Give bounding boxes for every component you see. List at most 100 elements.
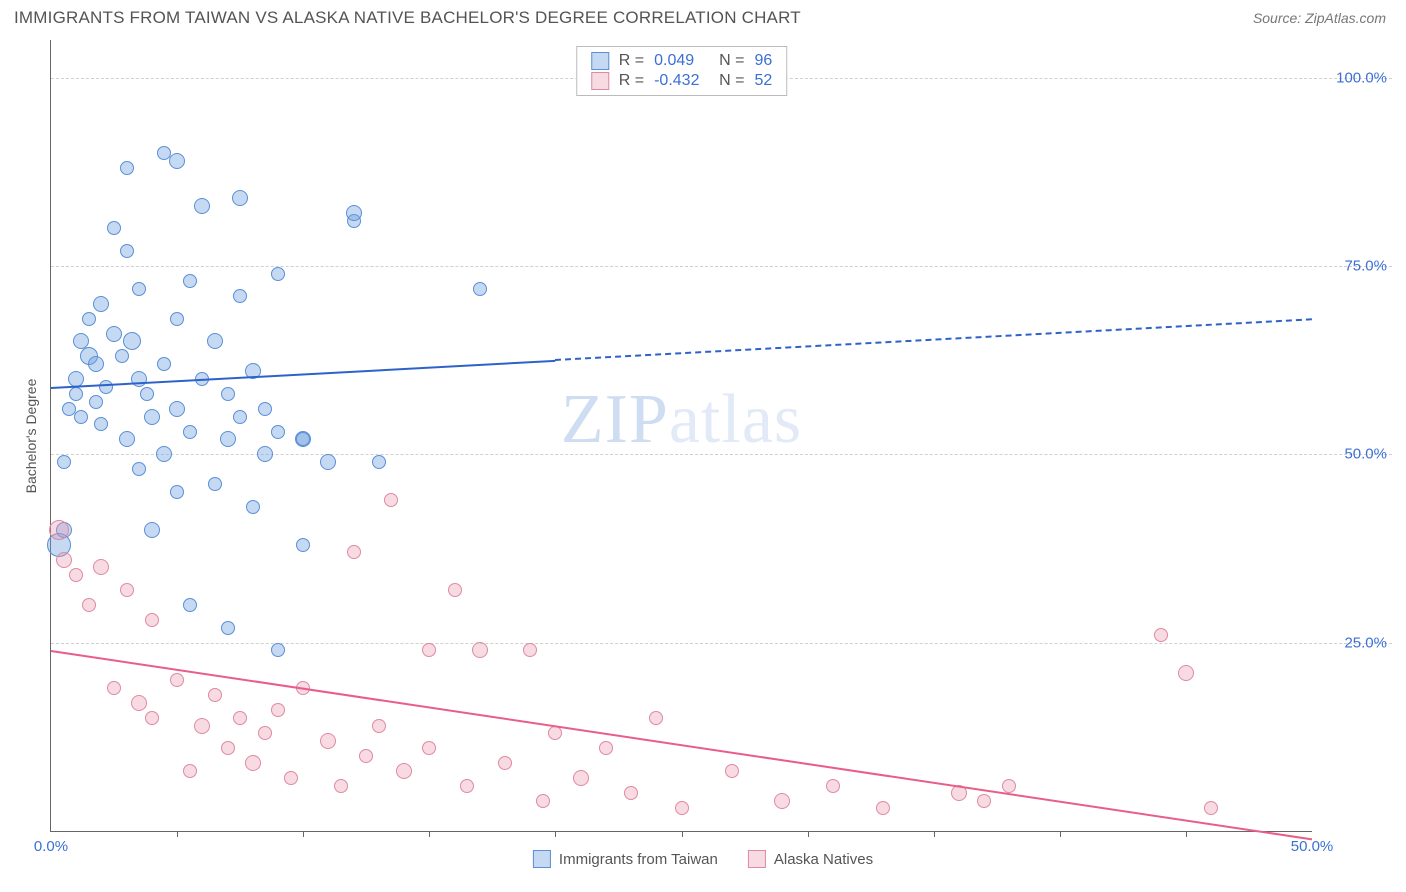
data-point — [246, 500, 260, 514]
data-point — [977, 794, 991, 808]
data-point — [57, 455, 71, 469]
data-point — [536, 794, 550, 808]
data-point — [183, 274, 197, 288]
data-point — [208, 477, 222, 491]
data-point — [170, 673, 184, 687]
data-point — [346, 205, 362, 221]
n-value-1: 52 — [754, 72, 772, 90]
data-point — [221, 741, 235, 755]
data-point — [1002, 779, 1016, 793]
r-label: R = — [619, 72, 644, 90]
data-point — [183, 764, 197, 778]
trendline — [51, 359, 556, 388]
xtick-mark — [808, 831, 809, 837]
data-point — [422, 741, 436, 755]
data-point — [320, 454, 336, 470]
data-point — [876, 801, 890, 815]
data-point — [74, 410, 88, 424]
data-point — [106, 326, 122, 342]
xtick-mark — [555, 831, 556, 837]
xtick-mark — [429, 831, 430, 837]
data-point — [99, 380, 113, 394]
data-point — [132, 282, 146, 296]
data-point — [257, 446, 273, 462]
data-point — [245, 755, 261, 771]
xtick-mark — [303, 831, 304, 837]
xtick-label: 0.0% — [34, 838, 68, 855]
data-point — [107, 681, 121, 695]
data-point — [472, 642, 488, 658]
r-value-1: -0.432 — [654, 72, 709, 90]
data-point — [725, 764, 739, 778]
legend-item-0: Immigrants from Taiwan — [533, 850, 718, 868]
data-point — [107, 221, 121, 235]
gridline — [51, 643, 1392, 644]
data-point — [93, 296, 109, 312]
data-point — [774, 793, 790, 809]
data-point — [1204, 801, 1218, 815]
data-point — [573, 770, 589, 786]
data-point — [649, 711, 663, 725]
data-point — [132, 462, 146, 476]
legend-row-1: R = -0.432 N = 52 — [591, 71, 772, 91]
data-point — [220, 431, 236, 447]
xtick-label: 50.0% — [1291, 838, 1334, 855]
data-point — [144, 522, 160, 538]
legend-swatch-0 — [591, 52, 609, 70]
legend-label-0: Immigrants from Taiwan — [559, 851, 718, 868]
correlation-legend: R = 0.049 N = 96 R = -0.432 N = 52 — [576, 46, 787, 96]
data-point — [120, 161, 134, 175]
data-point — [82, 312, 96, 326]
data-point — [221, 387, 235, 401]
data-point — [169, 401, 185, 417]
data-point — [271, 703, 285, 717]
data-point — [194, 198, 210, 214]
data-point — [675, 801, 689, 815]
trendline — [555, 319, 1312, 362]
data-point — [396, 763, 412, 779]
legend-item-1: Alaska Natives — [748, 850, 873, 868]
data-point — [320, 733, 336, 749]
data-point — [156, 446, 172, 462]
data-point — [384, 493, 398, 507]
data-point — [347, 545, 361, 559]
data-point — [170, 485, 184, 499]
data-point — [233, 410, 247, 424]
r-value-0: 0.049 — [654, 52, 709, 70]
data-point — [82, 598, 96, 612]
plot-area: Bachelor's Degree ZIPatlas R = 0.049 N =… — [50, 40, 1312, 832]
xtick-mark — [177, 831, 178, 837]
data-point — [233, 289, 247, 303]
data-point — [131, 695, 147, 711]
data-point — [233, 711, 247, 725]
data-point — [131, 371, 147, 387]
data-point — [89, 395, 103, 409]
xtick-mark — [1060, 831, 1061, 837]
data-point — [69, 387, 83, 401]
data-point — [271, 267, 285, 281]
data-point — [473, 282, 487, 296]
xtick-mark — [1186, 831, 1187, 837]
data-point — [258, 402, 272, 416]
data-point — [145, 711, 159, 725]
ytick-label: 50.0% — [1344, 446, 1387, 463]
xtick-mark — [934, 831, 935, 837]
data-point — [334, 779, 348, 793]
data-point — [183, 598, 197, 612]
watermark: ZIPatlas — [561, 380, 802, 460]
data-point — [94, 417, 108, 431]
gridline — [51, 266, 1392, 267]
data-point — [120, 244, 134, 258]
data-point — [599, 741, 613, 755]
data-point — [170, 312, 184, 326]
data-point — [69, 568, 83, 582]
legend-label-1: Alaska Natives — [774, 851, 873, 868]
data-point — [183, 425, 197, 439]
data-point — [271, 643, 285, 657]
data-point — [372, 719, 386, 733]
r-label: R = — [619, 52, 644, 70]
data-point — [56, 552, 72, 568]
data-point — [144, 409, 160, 425]
data-point — [123, 332, 141, 350]
ytick-label: 100.0% — [1336, 69, 1387, 86]
